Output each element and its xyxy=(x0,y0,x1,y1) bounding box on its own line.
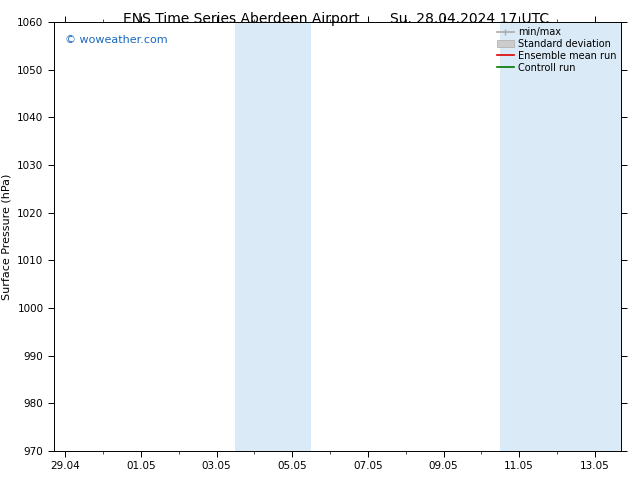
Bar xyxy=(500,22,621,451)
Text: © woweather.com: © woweather.com xyxy=(65,35,168,45)
Text: Su. 28.04.2024 17 UTC: Su. 28.04.2024 17 UTC xyxy=(390,12,548,26)
Y-axis label: Surface Pressure (hPa): Surface Pressure (hPa) xyxy=(2,173,11,299)
Text: ENS Time Series Aberdeen Airport: ENS Time Series Aberdeen Airport xyxy=(122,12,359,26)
Bar xyxy=(235,22,311,451)
Legend: min/max, Standard deviation, Ensemble mean run, Controll run: min/max, Standard deviation, Ensemble me… xyxy=(495,25,618,74)
